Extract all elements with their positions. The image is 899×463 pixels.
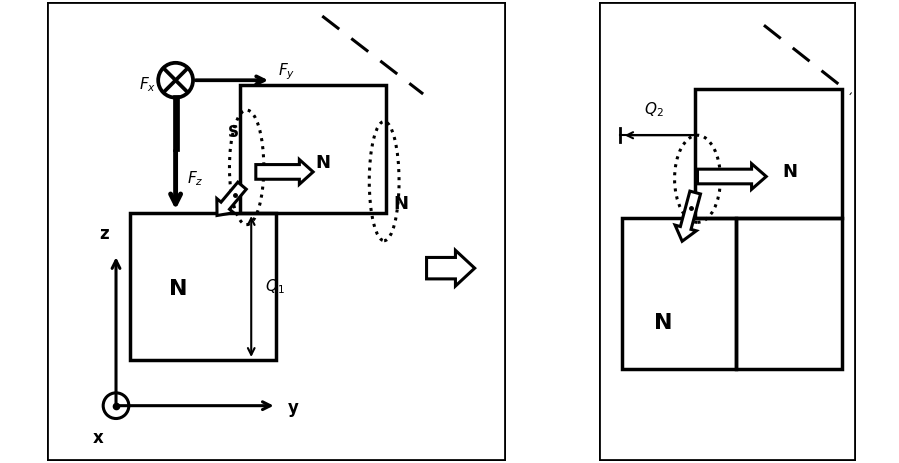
Text: N: N: [782, 163, 797, 181]
Text: $F_x$: $F_x$: [138, 75, 156, 94]
Polygon shape: [426, 250, 475, 286]
Bar: [622, 218, 736, 369]
Text: N: N: [169, 279, 187, 299]
Polygon shape: [217, 182, 246, 215]
Text: z: z: [100, 225, 110, 243]
Text: x: x: [93, 429, 104, 447]
Polygon shape: [256, 160, 313, 184]
Bar: [736, 218, 841, 369]
Polygon shape: [698, 163, 766, 189]
Text: N: N: [394, 195, 408, 213]
Bar: [129, 213, 277, 360]
Text: S: S: [227, 125, 238, 140]
Bar: [240, 85, 387, 213]
Text: $Q_1$: $Q_1$: [265, 277, 285, 296]
Bar: [695, 89, 841, 218]
Text: $F_y$: $F_y$: [278, 62, 295, 82]
Text: $Q_2$: $Q_2$: [644, 100, 663, 119]
Polygon shape: [675, 191, 700, 241]
Text: N: N: [654, 313, 672, 333]
Text: $F_z$: $F_z$: [187, 169, 203, 188]
Text: N: N: [316, 154, 331, 172]
Text: y: y: [288, 399, 298, 417]
